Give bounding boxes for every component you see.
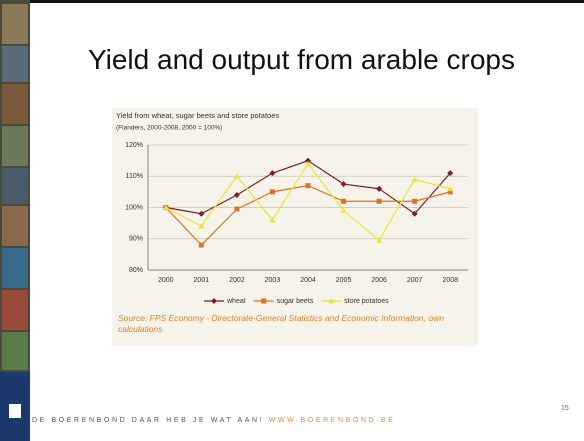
data-point [233, 173, 240, 179]
data-point [198, 242, 204, 248]
data-point [341, 198, 347, 204]
top-border [0, 0, 584, 3]
x-tick-label: 2004 [300, 277, 316, 284]
data-point [340, 207, 347, 214]
data-point [234, 206, 240, 212]
data-point [269, 170, 276, 177]
chart-title: Yield from wheat, sugar beets and store … [116, 111, 279, 120]
photo [2, 46, 28, 82]
data-point [233, 192, 240, 198]
data-point [269, 189, 275, 195]
footer: DE BOERENBOND DAAR HEB JE WAT AAN! WWW.B… [32, 417, 395, 424]
x-tick-label: 2007 [407, 277, 423, 284]
photo [2, 4, 28, 44]
data-point [447, 185, 454, 192]
photo [2, 290, 28, 330]
data-point [447, 170, 454, 177]
chart-background [112, 108, 478, 346]
photo [2, 248, 28, 288]
data-point [376, 237, 383, 243]
data-point [305, 160, 311, 167]
x-tick-label: 2006 [371, 277, 387, 284]
chart: Yield from wheat, sugar beets and store … [112, 108, 478, 346]
photo [2, 84, 28, 124]
x-tick-label: 2000 [158, 277, 174, 284]
y-tick-label: 80% [129, 267, 143, 274]
data-point [411, 210, 418, 217]
data-point [198, 223, 205, 229]
x-tick-label: 2001 [194, 277, 210, 284]
footer-url: WWW.BOERENBOND.BE [268, 417, 396, 424]
photo [2, 126, 28, 166]
photo [2, 168, 28, 204]
footer-slogan: DE BOERENBOND DAAR HEB JE WAT AAN! [32, 417, 265, 424]
x-tick-label: 2002 [229, 277, 245, 284]
data-point [305, 157, 311, 164]
page-number: 15 [561, 405, 569, 412]
logo [9, 404, 21, 418]
legend-label: store potatoes [344, 298, 389, 305]
source-note: Source: FPS Economy - Directorate-Genera… [118, 313, 444, 334]
data-point [412, 198, 418, 204]
x-tick-label: 2005 [336, 277, 352, 284]
y-tick-label: 90% [129, 236, 143, 243]
data-point [305, 183, 311, 189]
data-point [269, 217, 276, 223]
legend-label: sugar beets [277, 298, 314, 305]
legend-marker [328, 298, 335, 304]
photo [2, 206, 28, 246]
data-point [376, 185, 383, 192]
photo [2, 332, 28, 370]
data-point [376, 198, 382, 204]
data-point [198, 210, 205, 217]
x-tick-label: 2003 [265, 277, 281, 284]
data-point [162, 204, 169, 210]
x-tick-label: 2008 [442, 277, 458, 284]
legend-label: wheat [226, 298, 246, 305]
chart-subtitle: (Flanders, 2000-2008, 2000 = 100%) [116, 125, 222, 132]
y-tick-label: 100% [125, 204, 143, 211]
data-point [340, 181, 347, 188]
y-tick-label: 110% [126, 173, 143, 180]
legend-marker [211, 298, 217, 304]
data-point [447, 189, 453, 195]
y-tick-label: 120% [125, 142, 143, 149]
slide-title: Yield and output from arable crops [88, 44, 515, 75]
legend-marker [261, 298, 267, 304]
data-point [411, 176, 418, 182]
